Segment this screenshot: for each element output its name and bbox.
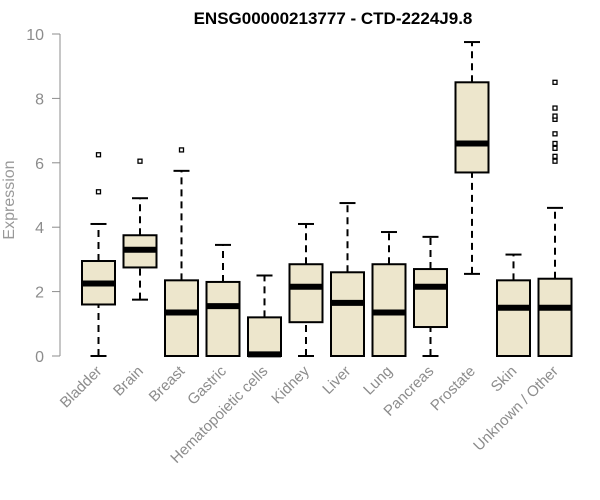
- box-iqr: [247, 316, 282, 357]
- box-gastric: [205, 243, 241, 357]
- box-breast: [164, 147, 199, 357]
- outlier-point: [552, 131, 558, 137]
- x-tick-label: Bladder: [57, 363, 106, 412]
- box-iqr: [205, 280, 241, 357]
- y-tick-label: 10: [26, 27, 44, 44]
- box-series: [81, 41, 573, 358]
- outlier-point: [552, 140, 558, 147]
- box-skin: [496, 253, 531, 357]
- x-tick-label: Skin: [488, 363, 521, 396]
- outlier-point: [552, 145, 558, 151]
- box-brain: [122, 158, 158, 301]
- box-iqr: [496, 279, 531, 357]
- box-bladder: [81, 152, 116, 357]
- box-pancreas: [413, 235, 448, 357]
- chart-title: ENSG00000213777 - CTD-2224J9.8: [194, 9, 473, 28]
- y-tick-label: 0: [35, 349, 44, 366]
- y-axis-ticks: 0 2 4 6 8 10: [26, 27, 60, 366]
- box-kidney: [288, 222, 324, 357]
- x-tick-label: Brain: [110, 363, 147, 400]
- box-iqr: [454, 81, 490, 174]
- outlier-point: [552, 153, 558, 160]
- outlier-point: [95, 189, 102, 195]
- box-iqr: [330, 271, 365, 357]
- y-tick-label: 6: [35, 156, 44, 173]
- box-iqr: [413, 268, 448, 329]
- outlier-point: [552, 113, 558, 119]
- y-axis-label: Expression: [1, 160, 18, 239]
- outlier-point: [95, 152, 102, 158]
- outlier-point: [178, 147, 185, 153]
- box-iqr: [164, 279, 199, 357]
- outlier-point: [552, 158, 558, 164]
- box-iqr: [288, 263, 324, 324]
- x-tick-label: Lung: [360, 363, 396, 399]
- outlier-point: [552, 105, 558, 111]
- x-tick-label: Prostate: [427, 363, 479, 415]
- box-unknown-other: [537, 79, 573, 357]
- box-hematopoietic-cells: [247, 274, 282, 358]
- y-tick-label: 8: [35, 91, 44, 108]
- box-liver: [330, 202, 365, 357]
- box-lung: [371, 231, 407, 358]
- box-iqr: [537, 277, 573, 357]
- x-tick-label: Liver: [319, 363, 354, 398]
- x-tick-label: Breast: [146, 362, 189, 405]
- box-prostate: [454, 41, 490, 275]
- outlier-point: [137, 158, 143, 164]
- x-tick-label: Kidney: [268, 362, 313, 407]
- y-tick-label: 2: [35, 285, 44, 302]
- y-tick-label: 4: [35, 220, 44, 237]
- outlier-point: [552, 79, 558, 85]
